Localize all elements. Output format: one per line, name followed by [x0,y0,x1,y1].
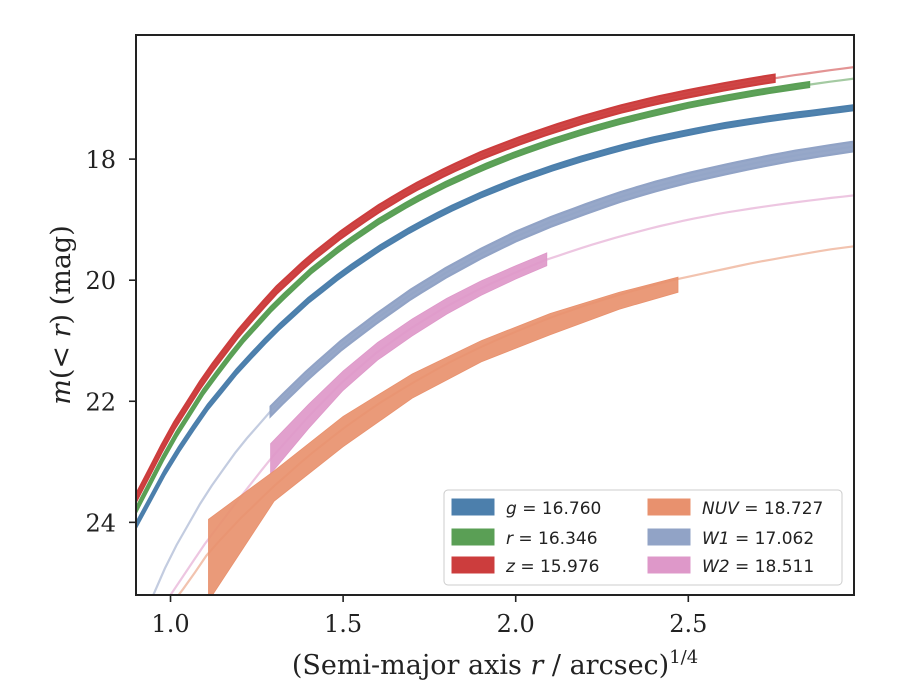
legend-swatch-nuv [647,498,691,516]
series-w1-observed-band [269,140,854,419]
legend-label-r: r = 16.346 [506,529,598,549]
legend-label-w2: W2 = 18.511 [702,557,814,577]
series-nuv-observed-band [208,276,679,595]
series-w1 [152,140,854,595]
legend-label-w1: W1 = 17.062 [702,529,814,549]
legend-swatch-z [451,556,495,574]
x-tick-label: 2.5 [669,610,707,638]
series-layer [136,66,854,595]
series-w2-observed-band [270,252,548,476]
legend-swatch-r [451,528,495,546]
series-r-observed-band [136,80,811,514]
series-w2 [169,194,854,595]
legend-box [443,489,843,586]
series-r [136,77,854,514]
y-tick-label: 18 [85,146,116,174]
legend-swatch-g [451,498,495,516]
legend-item-z: z = 15.976 [451,556,599,577]
y-tick-label: 22 [85,388,116,416]
plot-frame [135,34,855,596]
series-z [136,66,854,503]
y-axis-label: m(< r) (mag) [46,225,77,404]
legend-label-g: g = 16.760 [506,499,601,519]
x-axis-label: (Semi-major axis r / arcsec)1/4 [292,647,698,681]
legend-item-w1: W1 = 17.062 [647,528,814,549]
series-g [136,104,854,529]
x-tick-label: 1.5 [324,610,362,638]
legend-swatch-w1 [647,528,691,546]
y-tick-label: 20 [85,267,116,295]
legend-item-r: r = 16.346 [451,528,598,549]
series-g-observed-band [136,104,854,529]
legend-item-w2: W2 = 18.511 [647,556,814,577]
series-z-observed-band [136,73,776,503]
x-tick-label: 1.0 [151,610,189,638]
x-tick-label: 2.0 [497,610,535,638]
ticks-layer: 1.0 1.5 2.0 2.5 18 20 22 24 [85,146,707,638]
legend-items: g = 16.760 r = 16.346 z = 15.976 NUV = 18.7… [451,498,823,577]
y-tick-label: 24 [85,509,116,537]
legend-item-nuv: NUV = 18.727 [647,498,823,519]
legend-swatch-w2 [647,556,691,574]
legend: g = 16.760 r = 16.346 z = 15.976 NUV = 18.7… [443,489,843,586]
legend-label-nuv: NUV = 18.727 [702,499,823,519]
legend-item-g: g = 16.760 [451,498,601,519]
legend-label-z: z = 15.976 [505,557,599,577]
series-nuv [177,245,854,595]
